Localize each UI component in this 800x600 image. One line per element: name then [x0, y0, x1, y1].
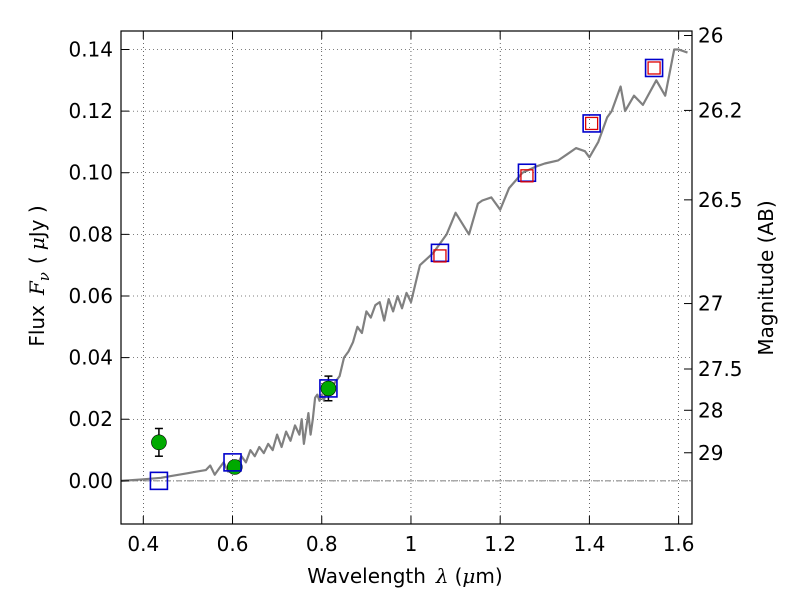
y-tick-label: 0.04	[68, 346, 113, 370]
y-tick-label: 0.10	[68, 161, 113, 185]
error-bars	[154, 375, 333, 457]
y-label-unit: Jy )	[25, 205, 49, 239]
detection-point	[151, 434, 167, 451]
x-tick-label: 1.2	[484, 532, 516, 556]
y-tick-label: 0.08	[68, 222, 113, 246]
model-square-marker	[223, 453, 242, 472]
tick-labels: 0.4 0.6 0.8 1 1.2 1.4 1.6 0.00 0.02 0.04 0.06 0.08 0…	[68, 23, 742, 556]
y-tick-label: 0.06	[68, 284, 113, 308]
y-label-symbol: F	[25, 280, 49, 296]
y-axis-label: Flux Fν ( μJy )	[25, 205, 53, 346]
observed-square-marker	[647, 61, 661, 75]
y-tick-label: 0.12	[68, 99, 113, 123]
x-tick-label: 0.8	[306, 532, 338, 556]
observed-square-marker	[584, 116, 599, 131]
x-label-prefix: Wavelength	[307, 564, 426, 588]
y-label-subscript: ν	[35, 272, 53, 281]
model-square-marker	[319, 379, 338, 398]
x-label-open: (	[455, 564, 463, 588]
magnitude-tick-label: 29	[698, 441, 723, 465]
x-tick-label: 1	[405, 532, 418, 556]
magnitude-tick-label: 26.2	[698, 98, 743, 122]
magnitude-tick-label: 28	[698, 398, 723, 422]
grid-lines	[121, 31, 692, 524]
spectrum-polyline	[120, 48, 688, 482]
magnitude-axis-label: Magnitude (AB)	[754, 200, 778, 355]
magnitude-tick-label: 27.5	[698, 357, 743, 381]
x-label-unit-symbol: μ	[462, 564, 475, 588]
y-tick-label: 0.00	[68, 469, 113, 493]
y-tick-label: 0.14	[68, 37, 113, 61]
x-tick-label: 0.6	[217, 532, 249, 556]
data-points	[149, 58, 664, 491]
model-spectrum-line	[120, 48, 688, 482]
y-label-open: (	[25, 256, 49, 264]
detection-point	[226, 459, 243, 475]
magnitude-tick-label: 27	[698, 292, 723, 316]
x-label-symbol: λ	[435, 564, 449, 588]
y-label-prefix: Flux	[25, 305, 49, 347]
y-tick-label: 0.02	[68, 407, 113, 431]
model-square-marker	[644, 58, 664, 78]
model-square-marker	[149, 471, 169, 491]
x-label-unit: m)	[475, 564, 502, 588]
x-tick-label: 0.4	[127, 532, 159, 556]
x-tick-label: 1.6	[663, 532, 695, 556]
magnitude-tick-label: 26.5	[698, 188, 743, 212]
observed-square-marker	[433, 249, 447, 263]
x-tick-label: 1.4	[573, 532, 605, 556]
y-label-unit-symbol: μ	[25, 237, 49, 250]
observed-square-marker	[520, 169, 534, 183]
x-axis-label: Wavelength λ (μm)	[307, 564, 502, 588]
plot-frame	[120, 30, 693, 525]
model-square-marker	[582, 114, 601, 133]
detection-point	[320, 380, 337, 397]
magnitude-tick-label: 26	[698, 23, 723, 47]
axis-ticks	[121, 31, 692, 524]
